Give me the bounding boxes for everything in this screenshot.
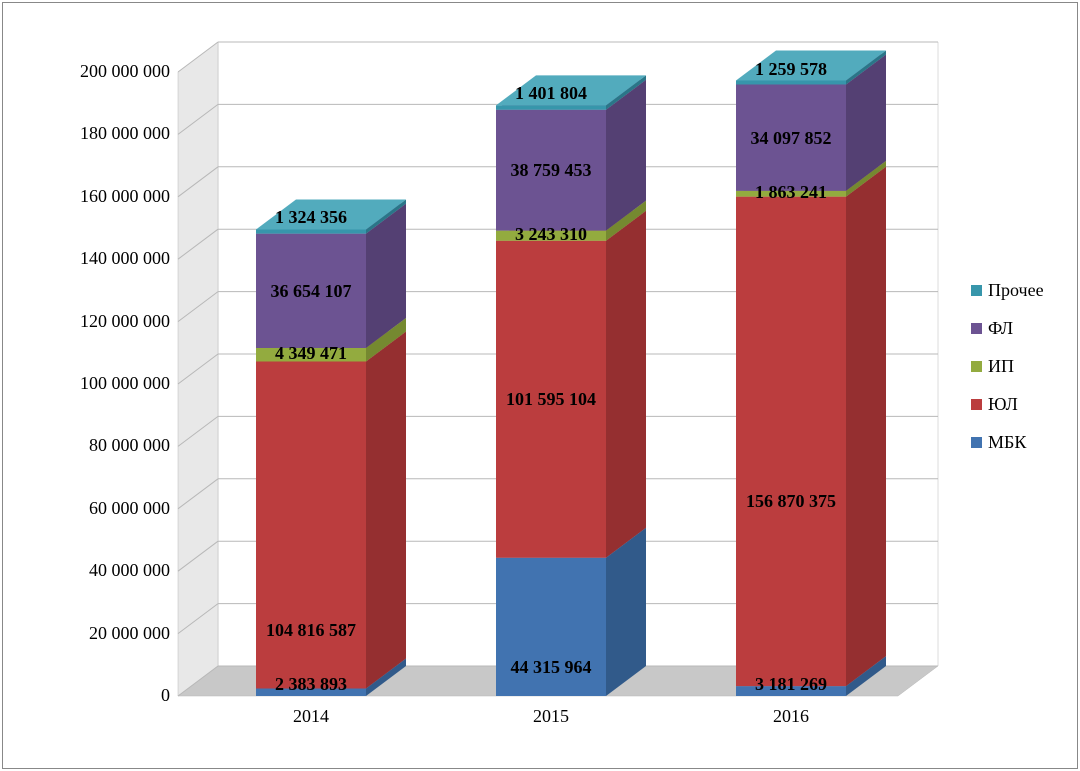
x-axis-label: 2016	[761, 706, 821, 727]
chart-frame: 0 20 000 000 40 000 000 60 000 000 80 000 00…	[2, 2, 1078, 769]
data-label: 3 181 269	[755, 674, 827, 695]
data-label: 1 401 804	[515, 83, 587, 104]
legend-item: Прочее	[971, 280, 1044, 301]
data-label: 101 595 104	[506, 389, 596, 410]
x-axis-label: 2015	[521, 706, 581, 727]
y-axis-label: 140 000 000	[80, 248, 170, 269]
legend-label: ФЛ	[988, 318, 1013, 339]
y-axis-label: 100 000 000	[80, 373, 170, 394]
data-label: 4 349 471	[275, 343, 347, 364]
legend-item: ИП	[971, 356, 1014, 377]
legend-swatch	[971, 437, 982, 448]
data-label: 44 315 964	[511, 657, 592, 678]
legend-label: ИП	[988, 356, 1014, 377]
legend-label: Прочее	[988, 280, 1044, 301]
y-axis-label: 120 000 000	[80, 311, 170, 332]
y-axis-label: 80 000 000	[89, 435, 170, 456]
legend-swatch	[971, 323, 982, 334]
data-label: 2 383 893	[275, 674, 347, 695]
y-axis-label: 160 000 000	[80, 186, 170, 207]
y-axis-label: 40 000 000	[89, 560, 170, 581]
legend-swatch	[971, 399, 982, 410]
legend-item: ФЛ	[971, 318, 1013, 339]
data-label: 38 759 453	[511, 160, 592, 181]
data-label: 156 870 375	[746, 491, 836, 512]
data-label: 3 243 310	[515, 224, 587, 245]
data-label: 1 324 356	[275, 207, 347, 228]
y-axis-label: 200 000 000	[80, 61, 170, 82]
legend-swatch	[971, 361, 982, 372]
data-label: 1 863 241	[755, 182, 827, 203]
legend-item: ЮЛ	[971, 394, 1018, 415]
legend-swatch	[971, 285, 982, 296]
y-axis-label: 0	[161, 685, 170, 706]
data-label: 1 259 578	[755, 59, 827, 80]
legend-label: ЮЛ	[988, 394, 1018, 415]
legend-item: МБК	[971, 432, 1026, 453]
y-axis-label: 20 000 000	[89, 623, 170, 644]
data-label: 34 097 852	[751, 128, 832, 149]
y-axis-label: 180 000 000	[80, 123, 170, 144]
x-axis-label: 2014	[281, 706, 341, 727]
data-label: 104 816 587	[266, 620, 356, 641]
y-axis-label: 60 000 000	[89, 498, 170, 519]
data-label: 36 654 107	[271, 281, 352, 302]
legend-label: МБК	[988, 432, 1026, 453]
